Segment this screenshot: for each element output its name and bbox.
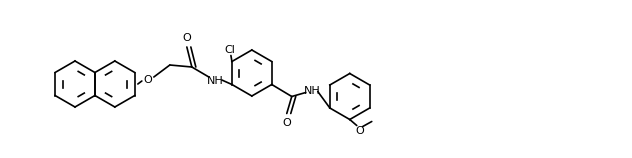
Text: O: O [283,118,291,128]
Text: NH: NH [303,85,320,95]
Text: O: O [183,33,191,43]
Text: Cl: Cl [224,45,235,55]
Text: O: O [143,75,152,85]
Text: NH: NH [207,76,223,86]
Text: O: O [355,125,364,136]
